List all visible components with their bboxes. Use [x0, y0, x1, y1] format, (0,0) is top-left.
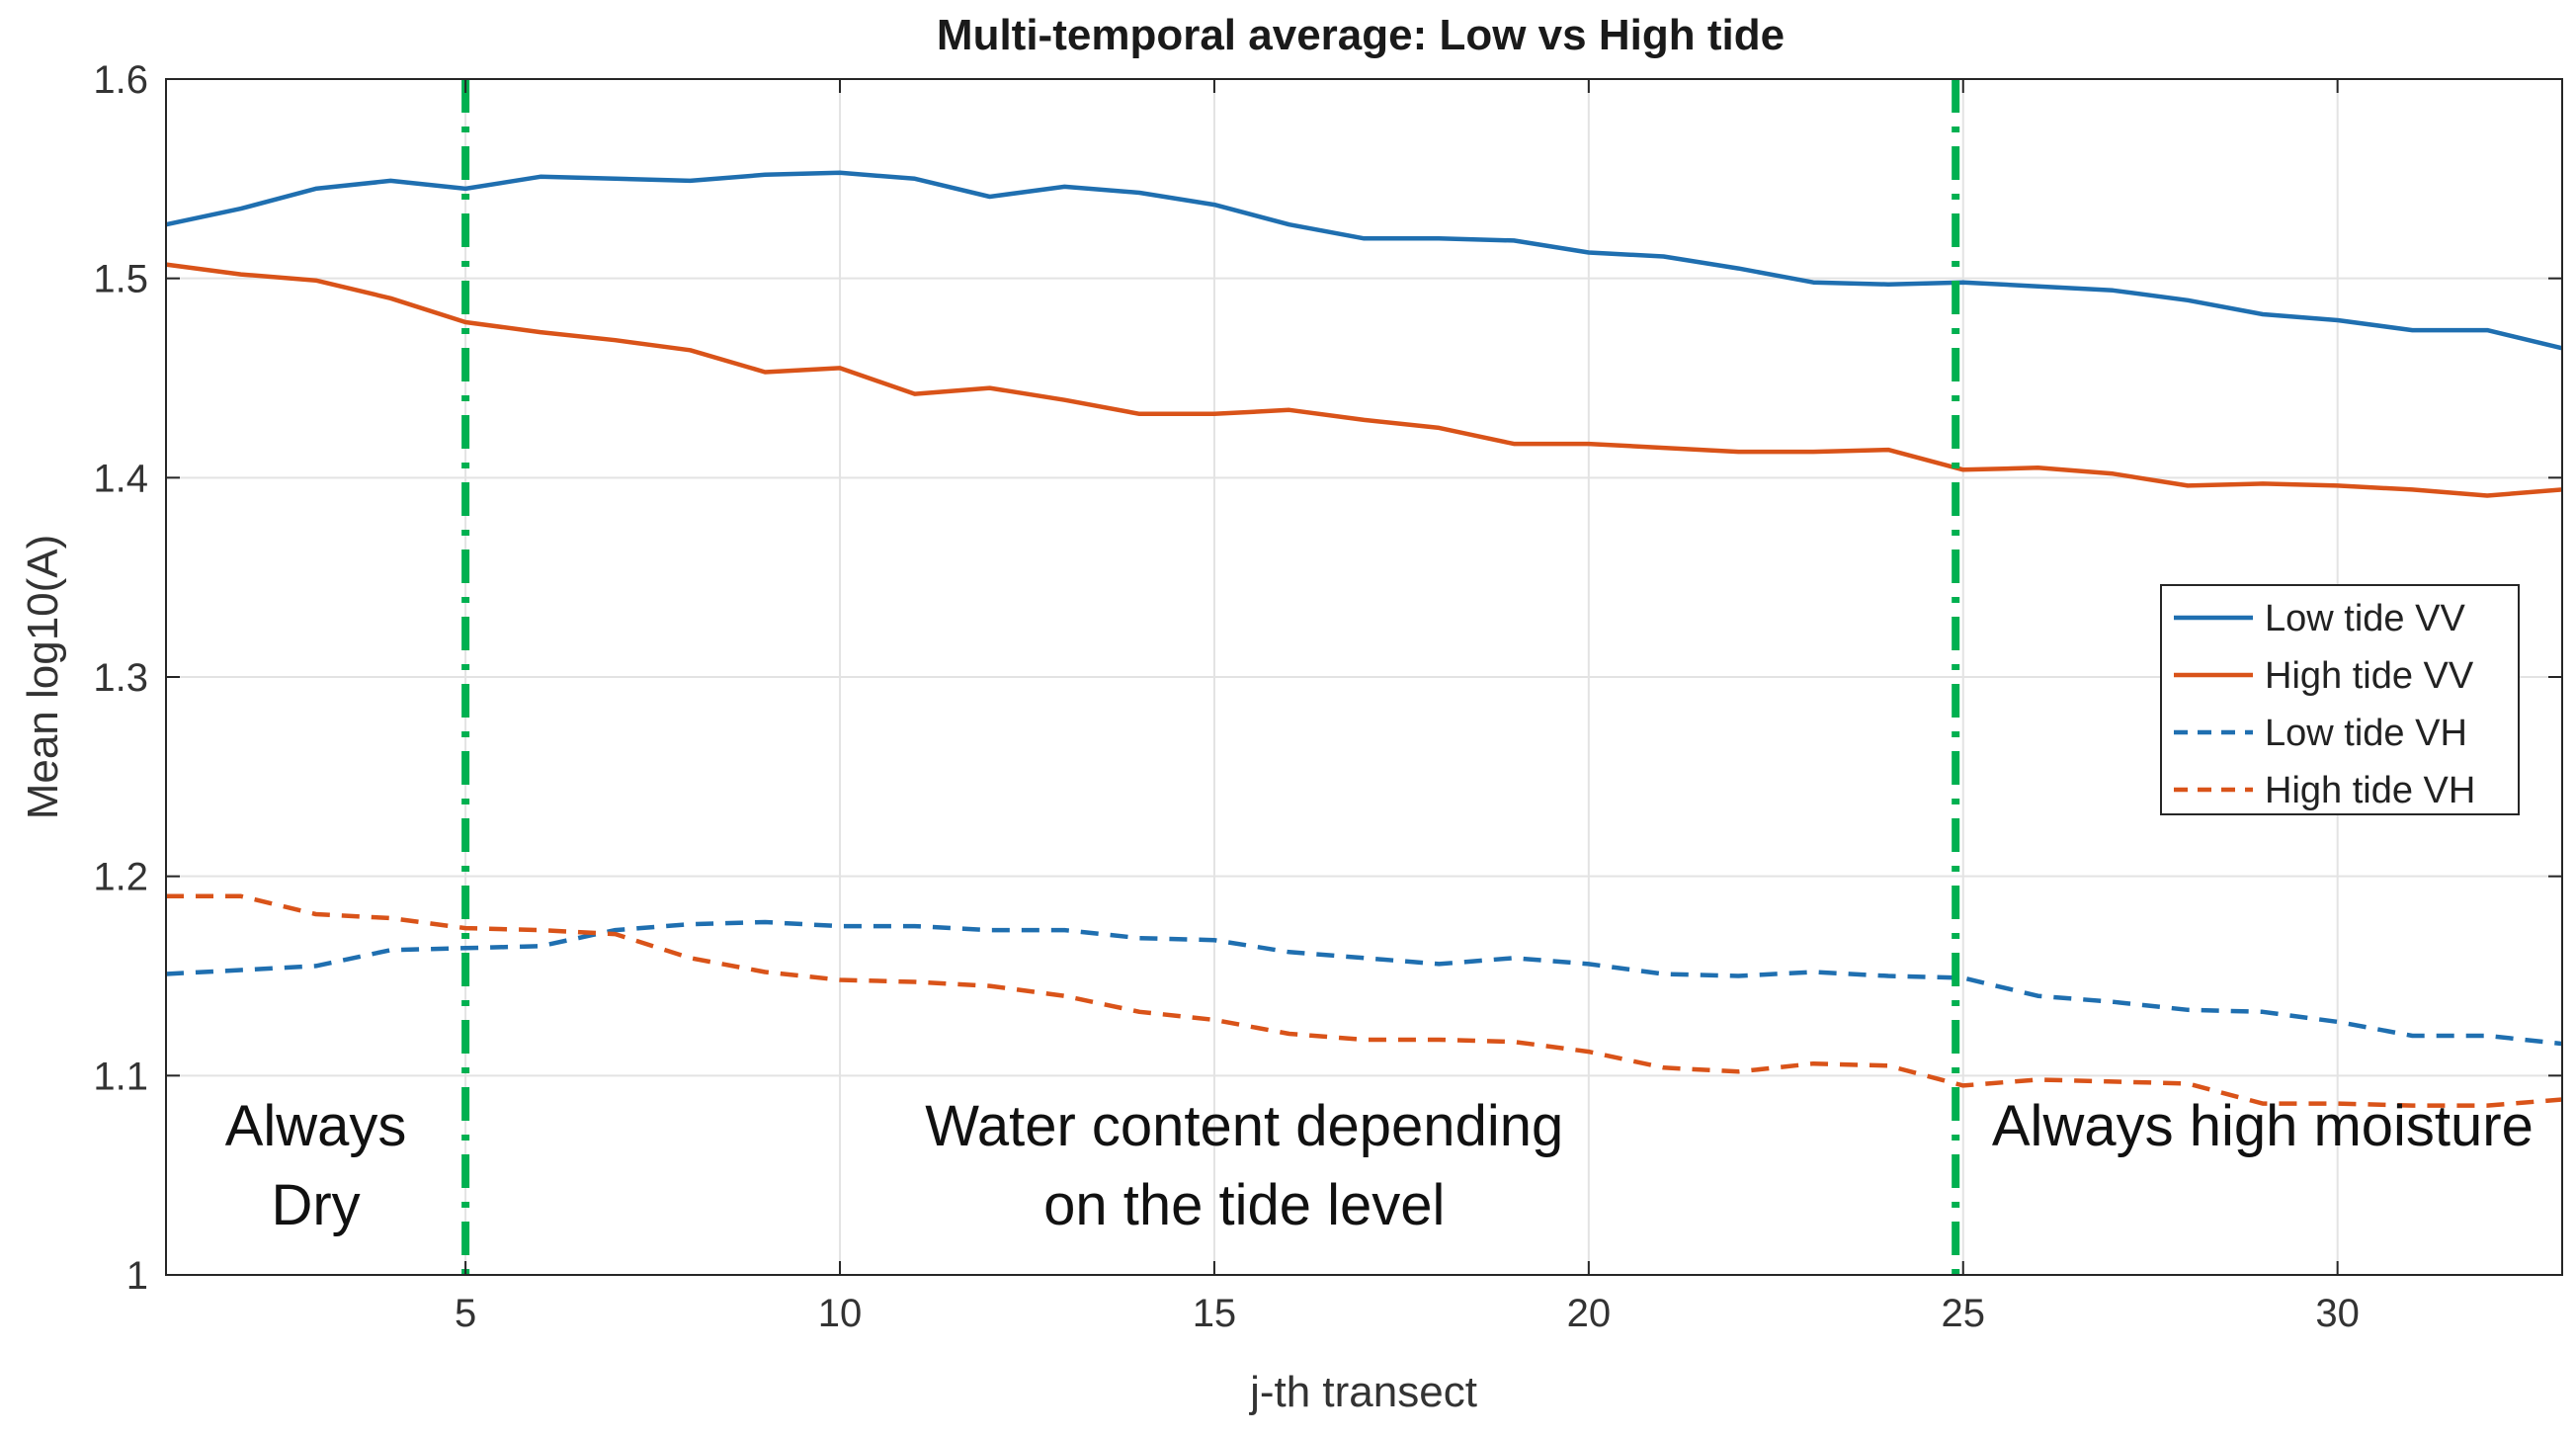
- y-tick-label: 1.6: [93, 58, 148, 102]
- x-tick-label: 30: [2315, 1292, 2360, 1335]
- annotation-water-content: Water content depending on the tide level: [925, 1094, 1563, 1237]
- x-tick-label: 10: [818, 1292, 863, 1335]
- legend-label-high-tide-vv: High tide VV: [2265, 655, 2474, 697]
- legend: Low tide VV High tide VV Low tide VH High t…: [2160, 584, 2520, 815]
- x-tick-label: 15: [1193, 1292, 1237, 1335]
- series-line-high-tide-vh: [166, 893, 2563, 1108]
- y-tick-label: 1.3: [93, 656, 148, 700]
- annotation-line: Water content depending: [925, 1094, 1563, 1158]
- y-tick-label: 1.5: [93, 258, 148, 301]
- annotation-line: Always: [225, 1094, 407, 1158]
- x-tick-label: 5: [455, 1292, 476, 1335]
- legend-label-low-tide-vh: Low tide VH: [2265, 713, 2467, 754]
- axis-ticks: 5 10 15 20 25 30 1 1.1 1.2 1.3 1.4 1.5 1.6: [93, 58, 2562, 1335]
- y-tick-label: 1.4: [93, 457, 148, 500]
- annotation-always-dry: Always Dry: [225, 1094, 407, 1237]
- chart-title: Multi-temporal average: Low vs High tide: [937, 11, 1785, 59]
- legend-box: [2160, 584, 2520, 815]
- y-tick-label: 1.1: [93, 1055, 148, 1098]
- annotation-line: Always high moisture: [1992, 1094, 2534, 1158]
- annotation-line: Dry: [271, 1173, 360, 1237]
- legend-label-low-tide-vv: Low tide VV: [2265, 598, 2465, 639]
- y-tick-label: 1.2: [93, 856, 148, 899]
- y-axis-label: Mean log10(A): [19, 535, 67, 820]
- annotation-line: on the tide level: [1043, 1173, 1445, 1237]
- annotations: Always Dry Water content depending on the t…: [225, 1094, 2534, 1237]
- series-line-high-tide-vv: [165, 262, 2563, 498]
- legend-label-high-tide-vh: High tide VH: [2265, 770, 2475, 811]
- annotation-always-high-moisture: Always high moisture: [1992, 1094, 2534, 1158]
- series-line-low-tide-vh: [165, 919, 2563, 1047]
- x-tick-label: 25: [1942, 1292, 1986, 1335]
- x-tick-label: 20: [1567, 1292, 1612, 1335]
- series-line-low-tide-vv: [165, 170, 2563, 351]
- series-lines: [165, 170, 2563, 1108]
- y-tick-label: 1: [126, 1254, 148, 1298]
- x-axis-label: j-th transect: [1248, 1368, 1477, 1416]
